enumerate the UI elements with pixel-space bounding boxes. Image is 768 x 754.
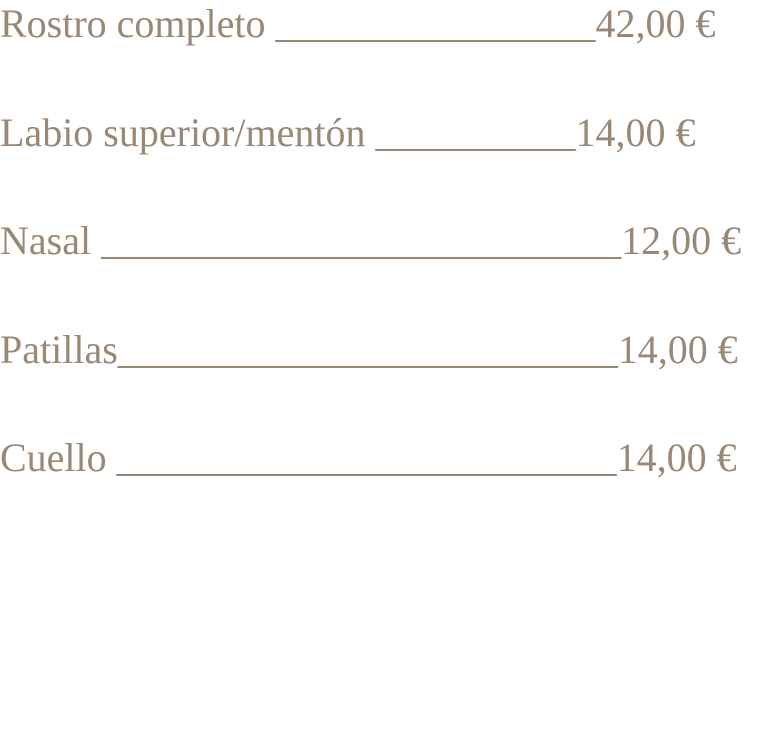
item-price: 12,00 € [621,218,742,263]
item-price: 14,00 € [575,109,696,155]
item-price: 42,00 € [595,1,716,46]
leader-line: _________________________ [117,326,618,372]
leader-line: _________________________ [116,435,617,480]
price-row-cuello: Cuello _________________________14,00 € [0,434,741,482]
price-list: Rostro completo ________________42,00 € … [0,0,741,482]
item-price: 14,00 € [617,326,738,372]
item-label: Labio superior/mentón [0,109,376,155]
leader-line: ________________ [275,1,596,46]
item-price: 14,00 € [616,435,737,480]
price-row-nasal: Nasal __________________________12,00 € [0,217,741,265]
price-row-labio-superior: Labio superior/mentón __________14,00 € [0,109,741,157]
price-row-patillas: Patillas_________________________14,00 € [0,326,741,374]
leader-line: __________________________ [101,218,622,263]
item-label: Rostro completo [0,1,276,46]
item-label: Cuello [0,435,117,480]
item-label: Nasal [0,218,102,263]
price-row-rostro-completo: Rostro completo ________________42,00 € [0,0,741,48]
leader-line: __________ [375,109,576,155]
item-label: Patillas [0,326,118,372]
